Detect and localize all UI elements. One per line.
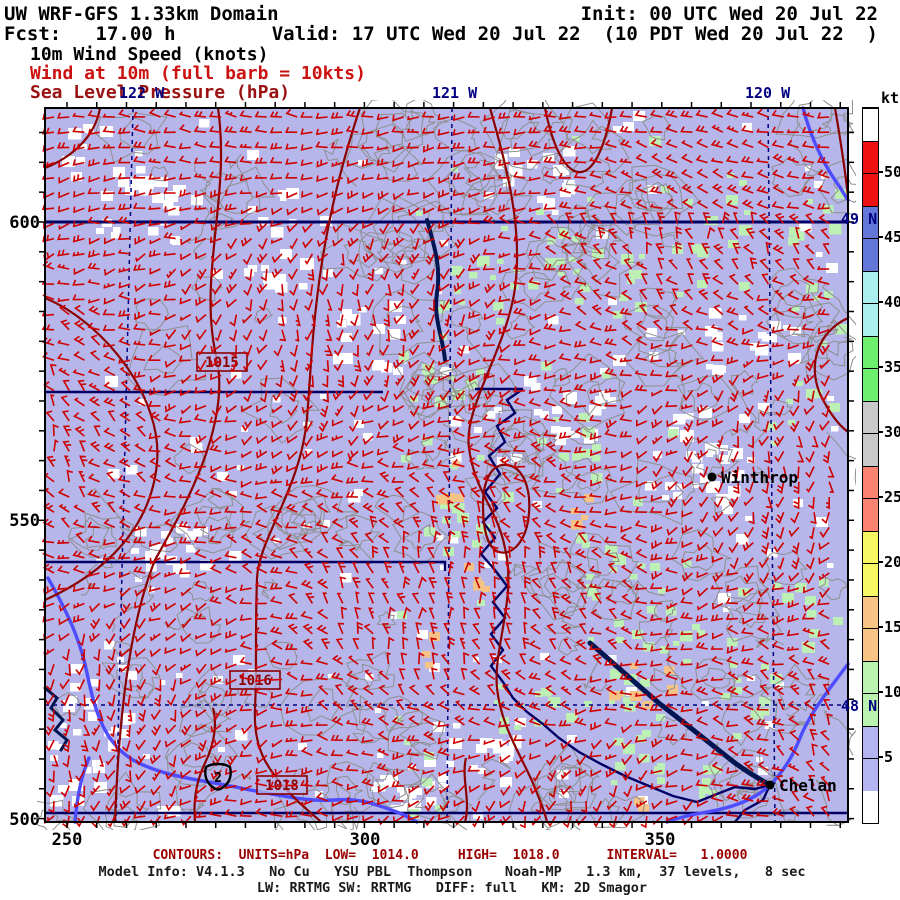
colorbar-tick-label: 50: [884, 163, 900, 181]
wind-barbs: [41, 108, 835, 829]
x-axis-label-300: 300: [349, 830, 381, 850]
colorbar-tick-label: 25: [884, 488, 900, 506]
footer-contour-info: CONTOURS: UNITS=hPa LOW= 1014.0 HIGH= 10…: [152, 848, 748, 863]
town-marker-chelan: Chelan: [765, 776, 837, 795]
lon-label-122w: 122 W: [119, 84, 165, 102]
colorbar-cell: [863, 563, 878, 596]
colorbar-cell: [863, 660, 878, 693]
colorbar-tick-label: 15: [884, 618, 900, 636]
colorbar-tick: [878, 496, 883, 498]
colorbar-tick: [878, 236, 883, 238]
colorbar-tick: [878, 431, 883, 433]
colorbar-cell: [863, 108, 878, 141]
town-marker-winthrop: Winthrop: [707, 468, 798, 487]
highway-2-shield: 2: [204, 762, 232, 791]
colorbar-tick-label: 35: [884, 358, 900, 376]
forecast-hour: Fcst: 17.00 h: [4, 23, 176, 45]
forecast-map: 1015 1016 1018 Winthrop Chelan 2: [23, 79, 880, 877]
colorbar-cell: [863, 140, 878, 173]
colorbar-cell: [863, 303, 878, 336]
colorbar-cell: [863, 758, 878, 791]
colorbar-tick: [878, 561, 883, 563]
footer-physics-info: LW: RRTMG SW: RRTMG DIFF: full KM: 2D Sm…: [256, 880, 648, 896]
colorbar-unit-label: kt: [881, 89, 900, 107]
latlon-graticule: [45, 107, 848, 823]
colorbar-cell: [863, 238, 878, 271]
colorbar-cell: [863, 335, 878, 368]
svg-text:2: 2: [214, 771, 222, 786]
colorbar-tick-label: 30: [884, 423, 900, 441]
y-axis-label-550: 550: [9, 511, 40, 531]
colorbar-cell: [863, 628, 878, 661]
colorbar-tick-label: 40: [884, 293, 900, 311]
map-frame: [44, 107, 849, 823]
colorbar-cell: [863, 433, 878, 466]
slp-contour-label: 1016: [229, 670, 281, 690]
river-blue: [73, 756, 91, 824]
lon-label-120w: 120 W: [745, 84, 791, 102]
svg-text:1015: 1015: [205, 355, 239, 371]
colorbar-tick-label: 20: [884, 553, 900, 571]
svg-text:1016: 1016: [238, 673, 272, 689]
colorbar-tick: [878, 171, 883, 173]
colorbar-tick: [878, 691, 883, 693]
x-axis-label-350: 350: [644, 830, 676, 850]
lake-river-navy: [425, 218, 447, 362]
axis-ticks: [39, 102, 854, 828]
lon-label-121w: 121 W: [432, 84, 478, 102]
colorbar-tick-label: 45: [884, 228, 900, 246]
wind-speed-colorbar: [862, 107, 879, 824]
river-blue: [46, 576, 419, 824]
plot-title: UW WRF-GFS 1.33km Domain: [4, 3, 279, 25]
colorbar-cell: [863, 725, 878, 758]
colorbar-tick: [878, 366, 883, 368]
field-wind-barbs: Wind at 10m (full barb = 10kts): [30, 63, 366, 84]
init-time: Init: 00 UTC Wed 20 Jul 22: [580, 3, 878, 25]
field-slp: Sea Level Pressure (hPa): [30, 82, 291, 103]
field-wind-speed: 10m Wind Speed (knots): [30, 44, 269, 65]
colorbar-cell: [863, 595, 878, 628]
river-blue: [801, 106, 850, 202]
footer-model-info: Model Info: V4.1.3 No Cu YSU PBL Thompso…: [98, 864, 806, 880]
colorbar-cell: [863, 465, 878, 498]
colorbar-cell: [863, 173, 878, 206]
town-label: Chelan: [779, 776, 837, 795]
colorbar-cell: [863, 368, 878, 401]
x-axis-label-250: 250: [51, 830, 83, 850]
town-label: Winthrop: [721, 468, 798, 487]
lat-label-49n: 49 N: [841, 210, 878, 228]
lake-river-navy: [43, 686, 69, 752]
y-axis-label-600: 600: [9, 213, 40, 233]
colorbar-cell: [863, 400, 878, 433]
colorbar-tick: [878, 301, 883, 303]
colorbar-cell: [863, 530, 878, 563]
colorbar-tick-label: 10: [884, 683, 900, 701]
colorbar-tick: [878, 756, 883, 758]
colorbar-tick: [878, 626, 883, 628]
colorbar-cell: [863, 205, 878, 238]
lake-river-navy: [587, 640, 773, 788]
y-axis-label-500: 500: [9, 810, 40, 830]
lat-label-48n: 48 N: [841, 697, 878, 715]
colorbar-cell: [863, 790, 878, 823]
colorbar-tick-label: 5: [884, 748, 894, 766]
colorbar-cell: [863, 693, 878, 726]
valid-time: Valid: 17 UTC Wed 20 Jul 22 (10 PDT Wed …: [271, 23, 878, 45]
colorbar-cell: [863, 270, 878, 303]
colorbar-cell: [863, 498, 878, 531]
